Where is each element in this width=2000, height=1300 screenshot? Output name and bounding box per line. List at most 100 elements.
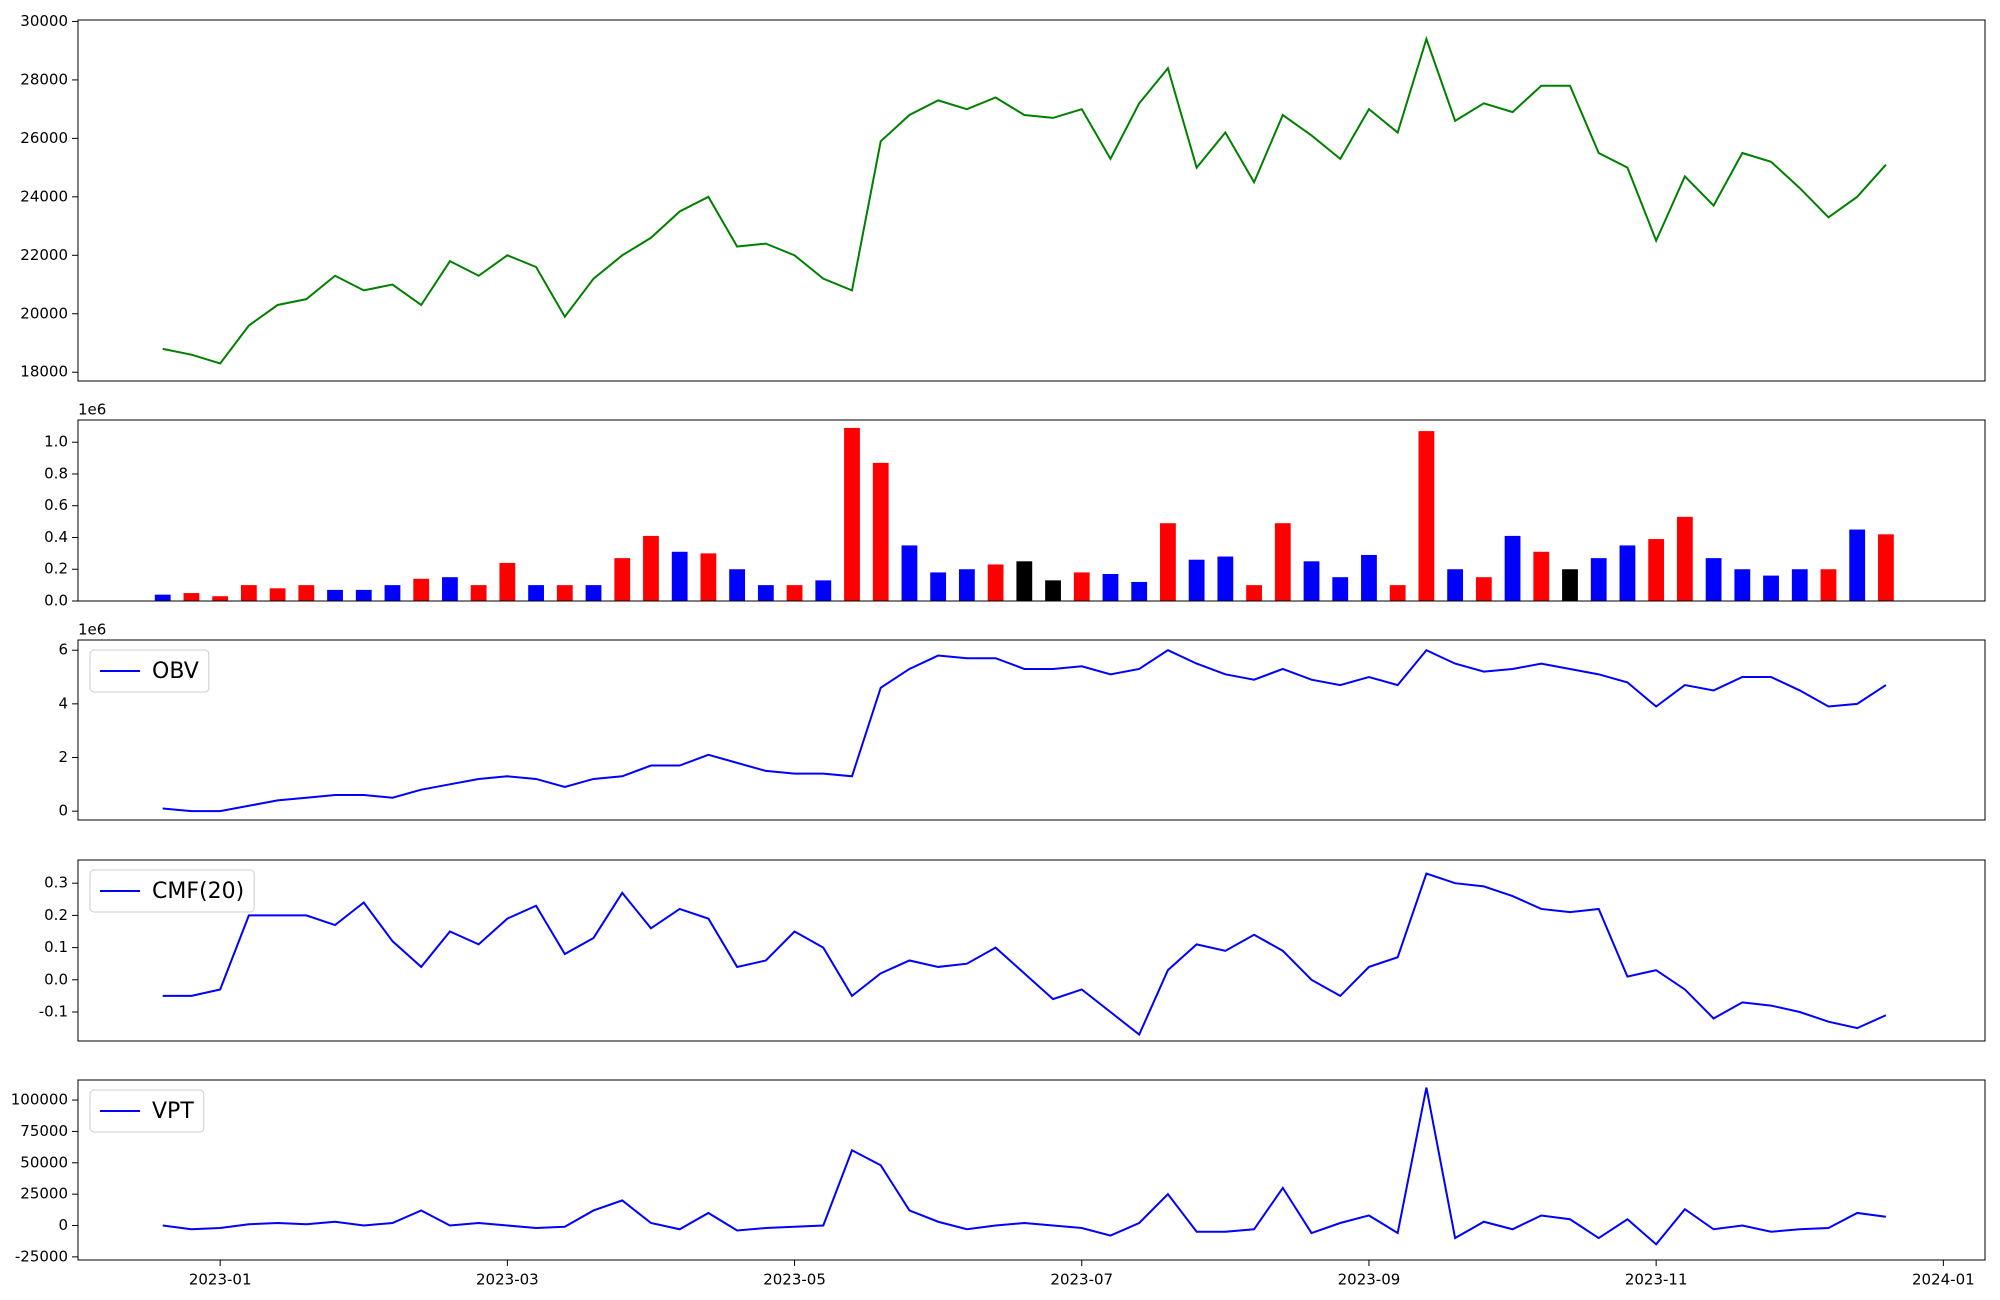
volume-bar [154, 594, 171, 601]
series-line [162, 872, 1887, 1037]
volume-bar [1676, 516, 1693, 601]
volume-bar [212, 596, 229, 601]
volume-bar [1763, 575, 1779, 601]
legend-box [89, 869, 255, 913]
legend: OBV [89, 649, 210, 693]
volume-bar [470, 585, 487, 601]
y-tick-label: 28000 [20, 70, 68, 88]
y-tick-label: 0.2 [44, 906, 68, 924]
y-tick-label: 6 [58, 641, 68, 659]
y-tick-label: 0.6 [44, 496, 68, 514]
volume-bar [556, 585, 573, 601]
axes-frame [77, 859, 1986, 1042]
volume-bar [413, 578, 430, 601]
y-tick-label: 0.8 [44, 464, 68, 482]
volume-bar [1274, 523, 1291, 601]
volume-bar [757, 585, 774, 601]
volume-bar [528, 585, 544, 601]
volume-bar [355, 589, 372, 601]
volume-bar [1849, 529, 1866, 601]
y-tick-label: 0 [58, 1216, 68, 1234]
y-tick-label: 0.1 [44, 938, 68, 956]
volume-bar [815, 580, 832, 601]
volume-bar [585, 585, 602, 601]
volume-bar [269, 588, 286, 601]
x-tick-label: 2023-07 [1050, 1271, 1113, 1289]
volume-bar [958, 569, 975, 601]
y-tick-label: 50000 [20, 1153, 68, 1171]
volume-bar [1016, 561, 1033, 601]
volume-bar [614, 558, 631, 601]
volume-bar [1217, 556, 1234, 601]
volume-bar [1131, 581, 1148, 601]
legend: VPT [89, 1089, 205, 1133]
legend-label: VPT [152, 1099, 194, 1124]
x-tick-label: 2023-09 [1338, 1271, 1401, 1289]
volume-bar [1418, 431, 1435, 601]
x-tick-label: 2023-11 [1625, 1271, 1688, 1289]
x-tick-label: 2023-05 [763, 1271, 826, 1289]
volume-bar [872, 462, 889, 601]
x-tick-label: 2024-01 [1912, 1271, 1975, 1289]
series-line [162, 648, 1887, 813]
y-tick-label: 20000 [20, 304, 68, 322]
y-tick-label: 22000 [20, 246, 68, 264]
y-tick-label: 30000 [20, 12, 68, 30]
y-tick-label: 0.4 [44, 528, 68, 546]
legend-label: CMF(20) [152, 879, 244, 904]
legend-label: OBV [152, 659, 199, 684]
volume-bar [1705, 558, 1722, 601]
volume-bar [1389, 585, 1406, 601]
y-tick-label: 2 [58, 748, 68, 766]
volume-bar [643, 535, 659, 601]
y-tick-label: 0.3 [44, 874, 68, 892]
volume-bar [1246, 585, 1262, 601]
volume-bar [1045, 580, 1061, 601]
volume-bar [1504, 535, 1521, 601]
volume-bar [1447, 569, 1464, 601]
volume-bar [1160, 523, 1176, 601]
volume-bar [671, 551, 688, 601]
y-tick-label: 0.2 [44, 560, 68, 578]
plot-area [162, 648, 1887, 813]
legend-box [89, 649, 210, 693]
y-tick-label: -25000 [15, 1247, 68, 1265]
axes-frame [77, 1079, 1986, 1261]
volume-bar [298, 585, 315, 601]
volume-bar [1791, 569, 1808, 601]
y-tick-label: 75000 [20, 1122, 68, 1140]
volume-bar [700, 553, 717, 601]
volume-bar [901, 545, 918, 601]
y-tick-label: 0 [58, 802, 68, 820]
volume-bar [384, 585, 401, 601]
y-tick-label: 4 [58, 694, 68, 712]
volume-bar [1073, 572, 1090, 601]
y-tick-label: 18000 [20, 363, 68, 381]
plot-area [162, 872, 1887, 1037]
volume-bar [1878, 534, 1894, 601]
y-tick-label: 25000 [20, 1185, 68, 1203]
volume-bar [1303, 561, 1320, 601]
axes-frame [77, 19, 1986, 382]
axes-frame [77, 639, 1986, 821]
volume-bar [1619, 545, 1636, 601]
axes-frame [77, 419, 1986, 602]
volume-bar [1648, 539, 1665, 601]
volume-bar [729, 569, 746, 601]
legend: CMF(20) [89, 869, 255, 913]
y-tick-label: 0.0 [44, 592, 68, 610]
volume-bar [930, 572, 947, 601]
volume-bar [1102, 574, 1119, 601]
volume-bar [240, 585, 257, 601]
y-tick-label: 0.0 [44, 970, 68, 988]
volume-bar [183, 593, 200, 601]
x-tick-label: 2023-03 [476, 1271, 539, 1289]
volume-bar [1475, 577, 1492, 601]
volume-bar [1533, 551, 1550, 601]
volume-bar [1361, 554, 1377, 601]
volume-bar [499, 562, 516, 601]
volume-bar [327, 589, 343, 601]
volume-bar [1188, 559, 1205, 601]
y-tick-label: -0.1 [39, 1003, 68, 1021]
